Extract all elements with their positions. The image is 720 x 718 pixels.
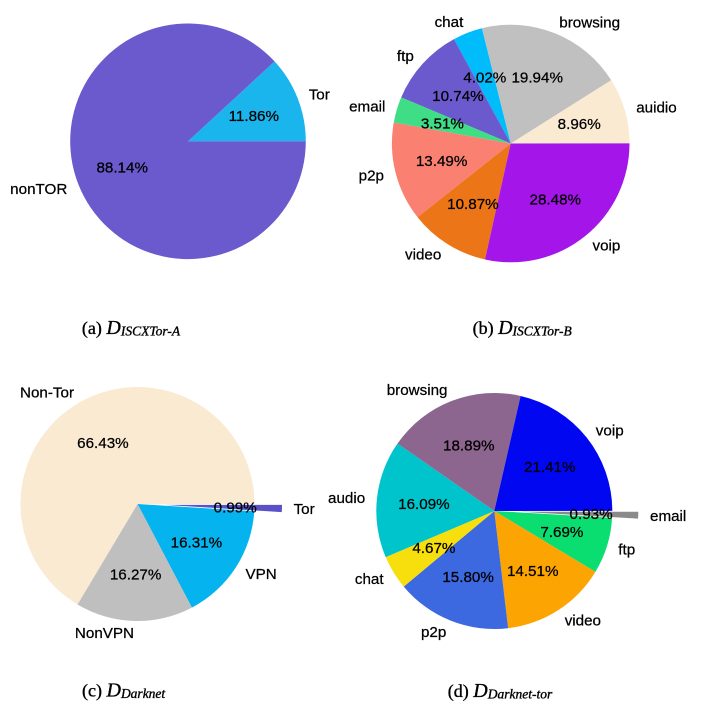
svg-text:7.69%: 7.69% [540, 524, 583, 541]
svg-text:21.41%: 21.41% [524, 459, 576, 476]
svg-text:video: video [405, 247, 441, 264]
svg-text:chat: chat [355, 571, 384, 588]
svg-text:15.80%: 15.80% [442, 569, 494, 586]
svg-text:(d) DDarknet-tor: (d) DDarknet-tor [448, 680, 553, 702]
svg-text:28.48%: 28.48% [530, 191, 582, 208]
svg-text:VPN: VPN [246, 566, 277, 583]
svg-text:Tor: Tor [309, 86, 330, 103]
svg-text:8.96%: 8.96% [558, 116, 601, 133]
svg-text:11.86%: 11.86% [229, 108, 279, 125]
svg-text:nonTOR: nonTOR [10, 181, 67, 198]
svg-text:Non-Tor: Non-Tor [20, 384, 74, 401]
svg-text:voip: voip [593, 238, 621, 255]
svg-text:ftp: ftp [397, 48, 414, 65]
svg-text:voip: voip [596, 422, 624, 439]
svg-text:14.51%: 14.51% [507, 563, 559, 580]
svg-text:Tor: Tor [294, 501, 315, 518]
svg-text:4.67%: 4.67% [412, 540, 455, 557]
svg-text:audio: audio [328, 490, 365, 507]
svg-text:16.31%: 16.31% [171, 535, 223, 552]
svg-text:(c) DDarknet: (c) DDarknet [82, 680, 166, 702]
svg-text:(b) DISCXTor-B: (b) DISCXTor-B [473, 317, 572, 339]
svg-text:p2p: p2p [359, 168, 384, 185]
svg-text:16.09%: 16.09% [398, 496, 450, 513]
svg-text:66.43%: 66.43% [77, 435, 129, 452]
svg-text:email: email [349, 99, 385, 116]
svg-text:video: video [565, 612, 601, 629]
svg-text:10.87%: 10.87% [447, 196, 499, 213]
svg-text:0.93%: 0.93% [570, 506, 613, 523]
svg-text:ftp: ftp [618, 542, 635, 559]
svg-text:browsing: browsing [387, 382, 448, 399]
svg-text:browsing: browsing [559, 15, 620, 32]
svg-text:3.51%: 3.51% [421, 116, 464, 133]
svg-text:(a) DISCXTor-A: (a) DISCXTor-A [82, 317, 181, 339]
svg-text:13.49%: 13.49% [416, 153, 468, 170]
svg-text:10.74%: 10.74% [432, 88, 484, 105]
svg-text:NonVPN: NonVPN [75, 625, 134, 642]
svg-text:chat: chat [435, 14, 464, 31]
svg-text:4.02%: 4.02% [463, 69, 506, 86]
svg-text:16.27%: 16.27% [110, 567, 162, 584]
svg-text:0.99%: 0.99% [214, 499, 257, 516]
svg-text:19.94%: 19.94% [511, 70, 563, 87]
svg-text:email: email [650, 508, 686, 525]
svg-text:88.14%: 88.14% [96, 159, 148, 176]
svg-text:18.89%: 18.89% [443, 437, 495, 454]
svg-text:p2p: p2p [421, 624, 446, 641]
svg-text:auidio: auidio [636, 100, 677, 117]
